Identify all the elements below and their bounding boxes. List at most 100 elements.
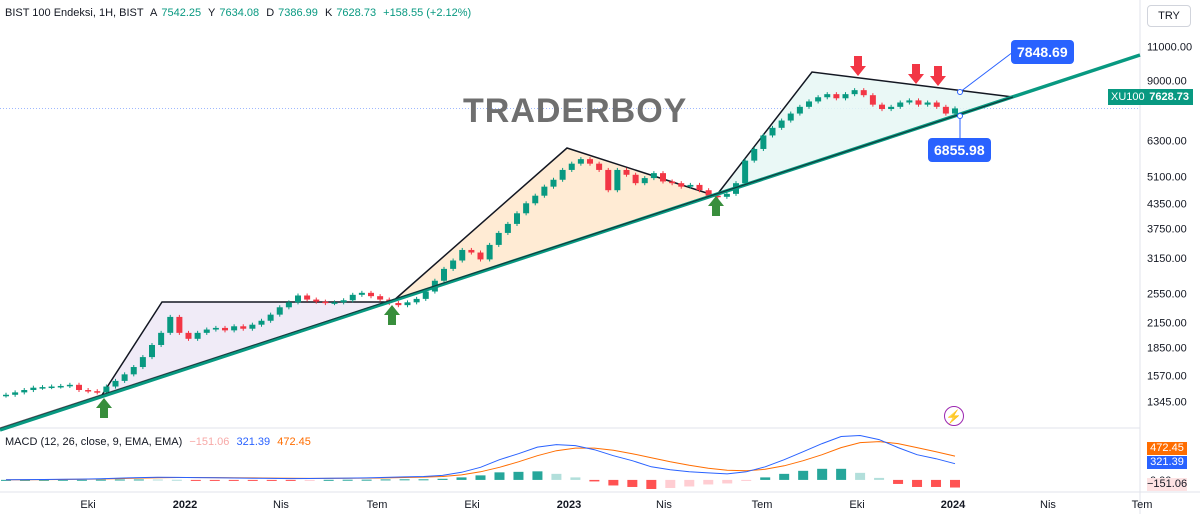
candle-body: [39, 387, 46, 389]
macd-hist-bar: [646, 479, 657, 489]
sell-arrow-icon: [908, 64, 924, 84]
candle-body: [21, 390, 28, 393]
x-tick-label: Tem: [752, 499, 773, 511]
open-label: A: [150, 7, 158, 19]
candle-body: [249, 324, 256, 329]
candle-body: [149, 344, 155, 358]
macd-hist-bar: [228, 479, 239, 481]
resistance-callout[interactable]: 7848.69: [1011, 40, 1074, 64]
buy-arrow-icon: [384, 305, 400, 325]
macd-hist-bar: [950, 479, 960, 488]
candle-body: [413, 298, 420, 303]
macd-hist-bar: [931, 479, 942, 487]
y-tick-label: 6300.00: [1147, 136, 1187, 148]
support-callout[interactable]: 6855.98: [928, 138, 991, 162]
macd-hist-bar: [266, 479, 277, 481]
candle-body: [705, 190, 712, 196]
candle-body: [514, 213, 520, 224]
high-label: Y: [208, 7, 216, 19]
candle-body: [596, 163, 603, 170]
price-tag-value: 7628.73: [1149, 91, 1189, 103]
candle-body: [340, 300, 347, 303]
candle-body: [632, 174, 639, 184]
candle-body: [441, 268, 447, 281]
callout-anchor-upper: [957, 89, 963, 95]
x-tick-label: 2022: [173, 499, 197, 511]
macd-hist-bar: [741, 479, 752, 481]
x-tick-label: Nis: [273, 499, 289, 511]
candle-body: [869, 95, 876, 105]
buy-arrow-icon: [96, 398, 112, 418]
macd-hist-bar: [38, 479, 49, 481]
x-tick-label: 2024: [941, 499, 966, 511]
currency-button[interactable]: TRY: [1147, 5, 1191, 27]
candle-body: [395, 303, 402, 306]
macd-hist-bar: [361, 479, 372, 481]
symbol-title[interactable]: BIST 100 Endeksi, 1H, BIST: [5, 7, 144, 19]
callout-anchor-lower: [957, 113, 963, 119]
macd-hist-bar: [247, 479, 258, 481]
macd-hist-bar: [285, 479, 296, 481]
macd-hist-bar: [779, 473, 790, 480]
candle-body: [623, 169, 630, 175]
candle-body: [404, 302, 411, 306]
candle-body: [57, 385, 64, 388]
candle-body: [222, 327, 228, 331]
candle-body: [76, 384, 82, 391]
candle-body: [258, 320, 265, 325]
candle-body: [194, 332, 201, 339]
flash-icon[interactable]: ⚡: [944, 406, 964, 426]
y-tick-label: 1570.00: [1147, 370, 1187, 382]
candle-body: [295, 295, 301, 303]
candle-body: [650, 173, 657, 179]
candle-body: [806, 101, 812, 107]
macd-hist-bar: [342, 479, 353, 481]
macd-hist-bar: [513, 471, 524, 480]
macd-title[interactable]: MACD (12, 26, close, 9, EMA, EMA): [5, 436, 183, 448]
macd-line-value: 321.39: [236, 436, 271, 448]
macd-hist-bar: [323, 479, 334, 481]
close-label: K: [324, 7, 333, 19]
macd-hist-bar: [665, 479, 676, 488]
candle-body: [94, 391, 101, 393]
candle-body: [751, 148, 758, 161]
candle-body: [568, 163, 575, 170]
macd-hist-bar: [589, 479, 600, 482]
buy-arrow-icon: [708, 196, 724, 216]
x-tick-label: Eki: [80, 499, 95, 511]
candle-body: [778, 120, 785, 128]
candle-body: [468, 249, 475, 253]
macd-hist-bar: [133, 479, 144, 481]
candle-body: [130, 367, 137, 375]
candle-body: [203, 329, 210, 333]
triangle-pattern-2: [392, 148, 716, 302]
candle-body: [313, 299, 320, 302]
candle-body: [331, 302, 338, 304]
y-tick-label: 1345.00: [1147, 397, 1187, 409]
y-tick-label: 1850.00: [1147, 343, 1187, 355]
low-value: 7386.99: [278, 7, 318, 19]
y-tick-label: 3750.00: [1147, 223, 1187, 235]
macd-hist-value: −151.06: [189, 436, 230, 448]
macd-hist-bar: [95, 479, 106, 481]
y-tick-label: 9000.00: [1147, 75, 1187, 87]
candle-body: [541, 186, 548, 196]
candle-body: [641, 178, 648, 184]
macd-hist-bar: [76, 479, 87, 481]
x-tick-label: Tem: [1132, 499, 1153, 511]
candle-body: [523, 203, 530, 214]
macd-hist-bar: [760, 477, 771, 480]
candle-body: [66, 384, 73, 387]
macd-hist-bar: [475, 475, 486, 480]
candle-body: [450, 260, 457, 269]
low-label: D: [266, 7, 275, 19]
candle-body: [422, 291, 429, 299]
candle-body: [486, 244, 493, 260]
candle-body: [796, 106, 803, 114]
candle-body: [103, 386, 110, 393]
macd-hist-bar: [437, 478, 448, 480]
watermark-text: TRADERBOY: [463, 92, 688, 130]
macd-hist-bar: [171, 479, 182, 481]
